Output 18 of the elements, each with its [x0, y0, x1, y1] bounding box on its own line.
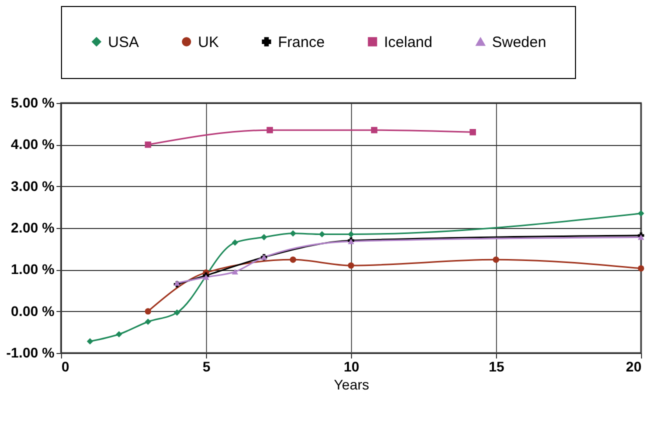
- legend-label: France: [278, 34, 325, 51]
- legend-label: USA: [108, 34, 139, 51]
- legend-label: Sweden: [492, 34, 546, 51]
- legend-label: Iceland: [384, 34, 432, 51]
- y-tick-label: 5.00 %: [10, 94, 56, 110]
- x-tick-label: 10: [344, 358, 360, 374]
- x-axis-title: Years: [334, 376, 370, 392]
- x-tick-label: 15: [488, 358, 504, 374]
- x-tick-label: 5: [202, 358, 211, 374]
- y-tick-label: -1.00 %: [6, 344, 56, 360]
- y-tick-label: 0.00 %: [10, 302, 56, 319]
- y-tick-label: 1.00 %: [10, 261, 56, 278]
- y-tick-label: 2.00 %: [10, 220, 56, 236]
- y-tick-label: 4.00 %: [10, 136, 56, 152]
- x-tick-label: 20: [626, 358, 642, 374]
- y-tick-label: 3.00 %: [10, 178, 56, 194]
- legend-label: UK: [198, 34, 219, 51]
- x-tick-label: 0: [62, 358, 70, 374]
